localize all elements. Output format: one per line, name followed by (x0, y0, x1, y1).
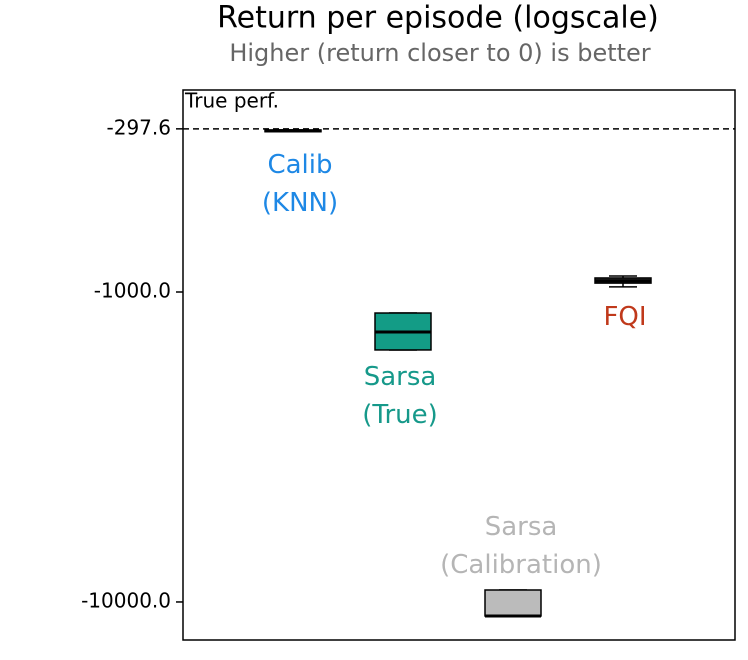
chart-title: Return per episode (logscale) (217, 1, 659, 36)
box-label: Sarsa (Calibration) (440, 512, 602, 580)
reference-label: True perf. (184, 88, 279, 112)
box-label-line: Sarsa (485, 512, 558, 542)
box-label-line: (Calibration) (440, 550, 602, 580)
box-label-line: (KNN) (262, 188, 338, 218)
y-tick-label: -297.6 (107, 115, 171, 139)
y-tick-label: -10000.0 (81, 588, 171, 612)
plot-frame (182, 89, 736, 641)
chart-subtitle: Higher (return closer to 0) is better (229, 39, 650, 67)
box-label: Sarsa (True) (362, 362, 438, 430)
box (484, 589, 542, 617)
box-label: FQI (603, 302, 646, 332)
box-label-line: FQI (603, 302, 646, 332)
box-label: Calib (KNN) (262, 150, 338, 218)
box-label-line: Sarsa (364, 362, 437, 392)
box-label-line: (True) (362, 400, 438, 430)
y-tick-label: -1000.0 (94, 279, 171, 303)
box-label-line: Calib (267, 150, 332, 180)
